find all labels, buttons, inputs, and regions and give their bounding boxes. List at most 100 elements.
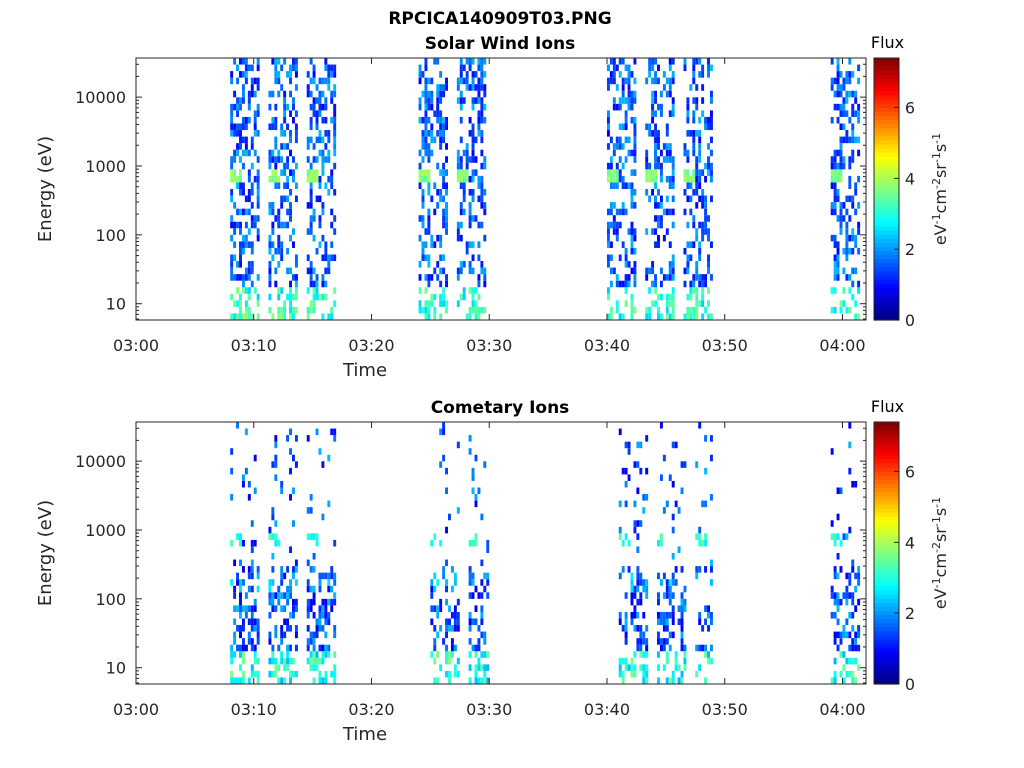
heatmap-cell	[321, 156, 325, 163]
heatmap-cell	[836, 71, 840, 78]
heatmap-cell	[606, 175, 610, 183]
heatmap-cell	[321, 208, 325, 216]
heatmap-cell	[239, 221, 242, 229]
heatmap-cell	[294, 287, 298, 294]
heatmap-cell	[456, 274, 460, 281]
heatmap-cell	[283, 592, 287, 599]
heatmap-cell	[848, 175, 852, 183]
heatmap-cell	[292, 274, 295, 281]
heatmap-cell	[250, 644, 254, 652]
heatmap-cell	[627, 136, 631, 144]
colorbar-segment	[874, 679, 899, 685]
heatmap-cell	[615, 274, 619, 281]
heatmap-cell	[845, 592, 849, 599]
heatmap-cell	[630, 90, 634, 98]
heatmap-cell	[633, 228, 637, 235]
heatmap-cell	[327, 611, 331, 619]
heatmap-cell	[421, 195, 425, 203]
colorbar-segment	[874, 197, 899, 202]
heatmap-cell	[424, 103, 428, 111]
heatmap-cell	[698, 300, 702, 307]
x-axis-label: Time	[342, 360, 387, 381]
heatmap-cell	[830, 677, 834, 684]
heatmap-cell	[424, 313, 428, 320]
heatmap-cell	[833, 566, 837, 573]
heatmap-cell	[318, 293, 322, 301]
heatmap-cell	[253, 670, 257, 678]
heatmap-cell	[324, 130, 328, 137]
heatmap-cell	[250, 566, 254, 573]
heatmap-cell	[450, 651, 454, 658]
heatmap-cell	[277, 306, 281, 314]
heatmap-cell	[609, 280, 613, 288]
heatmap-cell	[274, 58, 278, 65]
heatmap-cell	[306, 559, 310, 567]
heatmap-cell	[639, 631, 643, 639]
heatmap-cell	[707, 651, 710, 658]
heatmap-cell	[474, 306, 478, 314]
heatmap-cell	[474, 618, 478, 626]
heatmap-cell	[241, 638, 245, 645]
heatmap-cell	[474, 494, 478, 501]
heatmap-cell	[657, 143, 660, 150]
heatmap-cell	[692, 274, 696, 281]
heatmap-cell	[283, 618, 287, 626]
heatmap-cell	[230, 267, 234, 275]
heatmap-cell	[459, 71, 463, 78]
heatmap-cell	[615, 143, 619, 150]
heatmap-cell	[333, 592, 337, 599]
heatmap-cell	[839, 300, 843, 307]
heatmap-cell	[274, 625, 278, 632]
heatmap-cell	[857, 287, 861, 294]
heatmap-cell	[289, 448, 292, 455]
heatmap-cell	[633, 136, 637, 144]
heatmap-cell	[306, 306, 310, 314]
heatmap-cell	[427, 221, 431, 229]
heatmap-cell	[851, 644, 855, 652]
colorbar-segment	[874, 434, 899, 439]
heatmap-cell	[333, 625, 337, 632]
heatmap-cell	[233, 202, 237, 209]
heatmap-cell	[239, 611, 242, 619]
heatmap-cell	[436, 97, 440, 104]
heatmap-cell	[330, 566, 334, 573]
heatmap-cell	[707, 300, 710, 307]
heatmap-cell	[289, 611, 292, 619]
heatmap-cell	[333, 143, 337, 150]
heatmap-cell	[833, 241, 837, 248]
heatmap-cell	[250, 625, 254, 632]
heatmap-cell	[474, 97, 478, 104]
heatmap-cell	[624, 280, 628, 288]
heatmap-cell	[657, 156, 660, 163]
heatmap-cell	[471, 579, 475, 586]
heatmap-cell	[271, 651, 275, 658]
heatmap-cell	[430, 103, 434, 111]
heatmap-cell	[230, 175, 234, 183]
heatmap-cell	[283, 116, 287, 124]
heatmap-cell	[657, 539, 660, 547]
heatmap-cell	[315, 136, 319, 144]
heatmap-cell	[268, 90, 272, 98]
heatmap-cell	[330, 116, 334, 124]
heatmap-cell	[671, 261, 675, 268]
heatmap-cell	[421, 241, 425, 248]
heatmap-cell	[321, 136, 325, 144]
heatmap-cell	[636, 441, 640, 449]
heatmap-cell	[842, 84, 846, 91]
heatmap-cell	[324, 293, 328, 301]
heatmap-cell	[848, 422, 852, 429]
heatmap-cell	[854, 631, 858, 639]
heatmap-cell	[294, 579, 298, 586]
heatmap-cell	[247, 585, 251, 593]
heatmap-cell	[424, 123, 428, 131]
colorbar-segment	[874, 426, 899, 431]
heatmap-cell	[654, 274, 657, 281]
heatmap-cell	[439, 169, 443, 176]
heatmap-cell	[609, 313, 613, 320]
heatmap-cell	[645, 651, 649, 658]
heatmap-cell	[239, 169, 242, 176]
heatmap-cell	[671, 553, 675, 560]
colorbar-segment	[874, 544, 899, 550]
heatmap-cell	[421, 90, 425, 98]
heatmap-cell	[442, 123, 446, 131]
